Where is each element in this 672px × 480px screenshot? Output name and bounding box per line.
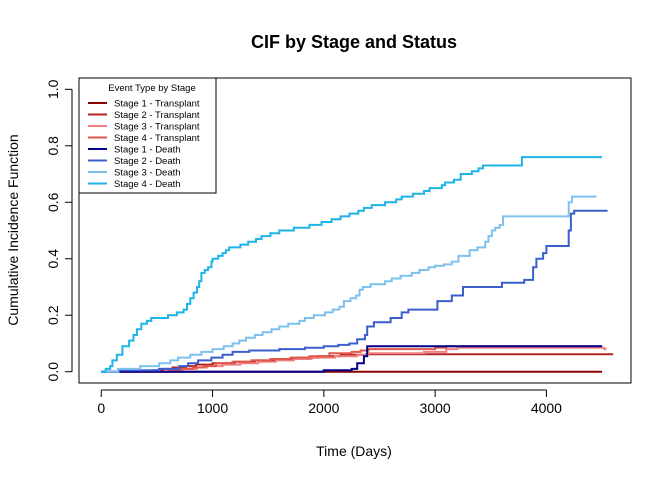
y-tick-label: 0.0 <box>45 362 61 382</box>
x-axis: 0 1000 2000 3000 4000 <box>97 389 562 416</box>
legend-entry: Stage 3 - Death <box>114 168 181 179</box>
legend: Event Type by Stage Stage 1 - Transplant… <box>78 77 217 194</box>
y-tick-label: 0.2 <box>45 305 61 325</box>
y-tick-label: 1.0 <box>45 79 61 99</box>
legend-entry: Stage 2 - Death <box>114 156 181 167</box>
x-tick-label: 4000 <box>531 400 562 416</box>
legend-entry: Stage 3 - Transplant <box>114 122 200 133</box>
legend-entry: Stage 4 - Death <box>114 179 181 190</box>
series-line-4 <box>101 345 603 373</box>
series-line-5 <box>101 345 603 373</box>
legend-box <box>78 77 217 194</box>
y-tick-label: 0.6 <box>45 192 61 212</box>
series-line-8 <box>101 156 603 373</box>
y-tick-label: 0.4 <box>45 249 61 269</box>
legend-entry: Stage 1 - Death <box>114 145 181 156</box>
legend-title: Event Type by Stage <box>108 83 196 94</box>
x-tick-label: 1000 <box>197 400 228 416</box>
legend-entry: Stage 4 - Transplant <box>114 133 200 144</box>
series-line-7 <box>101 195 597 373</box>
x-tick-label: 3000 <box>420 400 451 416</box>
legend-entry: Stage 2 - Transplant <box>114 110 200 121</box>
x-axis-label: Time (Days) <box>316 443 392 459</box>
x-tick-label: 2000 <box>308 400 339 416</box>
y-tick-label: 0.8 <box>45 136 61 156</box>
legend-entry: Stage 1 - Transplant <box>114 99 200 110</box>
y-axis-label: Cumulative Incidence Function <box>5 134 21 325</box>
plot-frame <box>78 77 632 384</box>
chart-title: CIF by Stage and Status <box>251 32 457 52</box>
series-layer <box>101 156 614 373</box>
series-line-6 <box>101 209 608 373</box>
x-tick-label: 0 <box>97 400 105 416</box>
y-axis: 0.0 0.2 0.4 0.6 0.8 1.0 <box>45 79 73 382</box>
